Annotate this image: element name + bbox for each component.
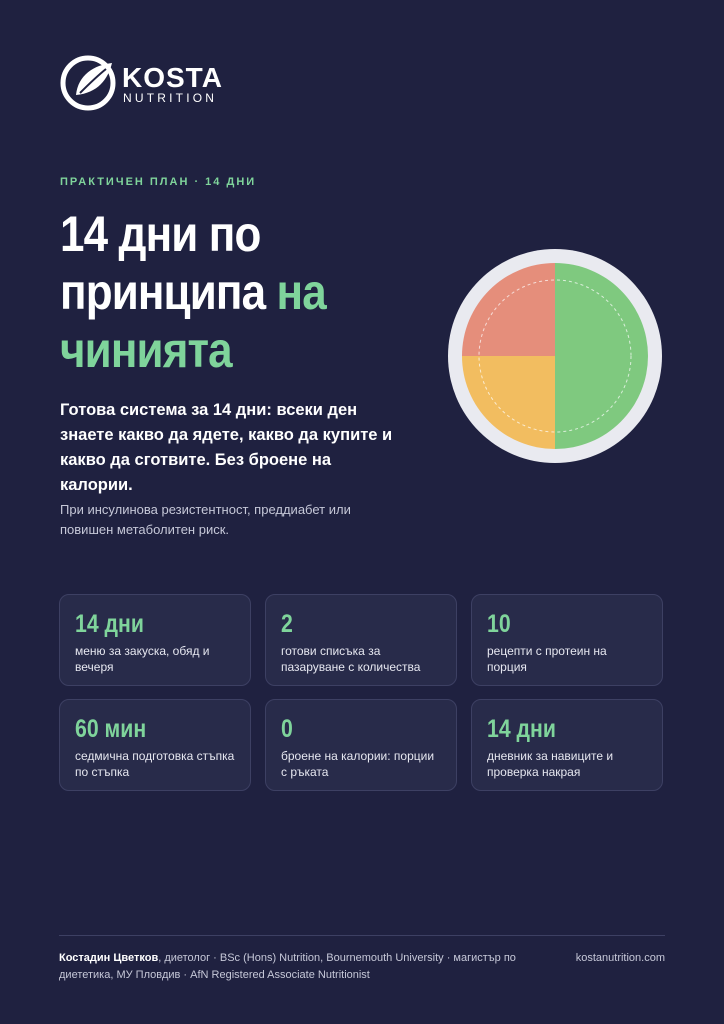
stat-value: 60 мин xyxy=(75,715,147,743)
credentials: , диетолог · BSc (Hons) Nutrition, Bourn… xyxy=(59,952,516,981)
stat-card: 10 рецепти с протеин на порция xyxy=(471,594,663,686)
stat-card: 60 мин седмична подготовка стъпка по стъп… xyxy=(59,699,251,791)
stat-text: меню за закуска, обяд и вечеря xyxy=(75,644,210,674)
title-accent: на чинията xyxy=(60,264,327,378)
title: 14 дни по принципа на чинията xyxy=(60,205,394,379)
plate-illustration xyxy=(448,249,662,463)
stat-text: седмична подготовка стъпка по стъпка xyxy=(75,749,235,779)
stat-value: 14 дни xyxy=(487,715,556,743)
divider xyxy=(59,935,665,936)
stat-text: рецепти с протеин на порция xyxy=(487,644,607,674)
stat-value: 14 дни xyxy=(75,610,144,638)
stat-text: броене на калории: порции с ръката xyxy=(281,749,435,779)
stat-value: 0 xyxy=(281,715,293,743)
stat-card: 2 готови списъка за пазаруване с количест… xyxy=(265,594,457,686)
stat-text: готови списъка за пазаруване с количеств… xyxy=(281,644,421,674)
lead: Готова система за 14 дни: всеки ден знае… xyxy=(60,401,393,494)
eyebrow: ПРАКТИЧЕН ПЛАН · 14 ДНИ xyxy=(60,176,257,188)
stat-value: 2 xyxy=(281,610,293,638)
stat-card: 14 дни дневник за навиците и проверка нак… xyxy=(471,699,663,791)
title-main: 14 дни по принципа xyxy=(60,206,266,320)
stat-card: 0 броене на калории: порции с ръката xyxy=(265,699,457,791)
stat-text: дневник за навиците и проверка накрая xyxy=(487,749,614,779)
logo-name: KOSTA xyxy=(122,62,223,93)
stat-value: 10 xyxy=(487,610,511,638)
footer-credits: Костадин Цветков, диетолог · BSc (Hons) … xyxy=(59,950,519,984)
author: Костадин Цветков xyxy=(59,952,159,964)
logo-icon xyxy=(60,55,116,111)
stat-card: 14 дни меню за закуска, обяд и вечеря xyxy=(59,594,251,686)
logo-sub: NUTRITION xyxy=(123,91,218,105)
note: При инсулинова резистентност, преддиабет… xyxy=(60,502,351,537)
website: kostanutrition.com xyxy=(575,952,665,964)
